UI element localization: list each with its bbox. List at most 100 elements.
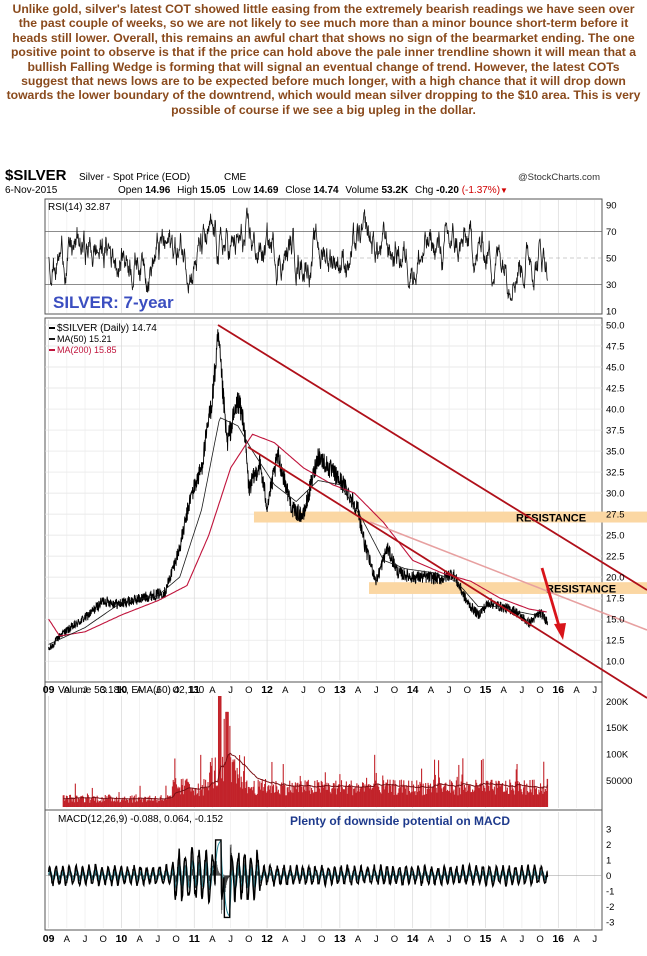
x-tick-label: J [447, 934, 452, 945]
x-tick-label: 11 [189, 684, 200, 696]
x-tick-label: O [245, 685, 252, 696]
x-tick-label: 10 [116, 933, 128, 945]
ma200-line [48, 433, 547, 637]
x-tick-label: A [428, 685, 435, 696]
x-tick-label: A [573, 934, 580, 945]
x-tick-label: J [520, 685, 525, 696]
x-tick-label: A [64, 934, 71, 945]
rsi-legend: RSI(14) 32.87 [48, 202, 111, 213]
x-tick-label: A [209, 934, 216, 945]
price-tick-label: 22.5 [606, 552, 625, 563]
x-tick-label: O [391, 934, 398, 945]
x-tick-label: A [355, 934, 362, 945]
price-tick-label: 45.0 [606, 363, 625, 374]
x-tick-label: A [573, 685, 580, 696]
instrument-name: Silver - Spot Price (EOD) [79, 172, 190, 183]
price-tick-label: 37.5 [606, 426, 625, 437]
rsi-line [48, 207, 548, 301]
x-tick-label: J [228, 685, 233, 696]
x-tick-label: J [447, 685, 452, 696]
x-tick-label: 11 [189, 933, 200, 945]
x-tick-label: O [391, 685, 398, 696]
price-tick-label: 20.0 [606, 573, 625, 584]
x-tick-label: 16 [552, 933, 564, 945]
x-tick-label: O [318, 934, 325, 945]
price-tick-label: 12.5 [606, 636, 625, 647]
x-tick-label: J [592, 685, 597, 696]
volume-tick-label: 50000 [606, 776, 632, 787]
rsi-tick-label: 50 [606, 254, 617, 265]
x-tick-label: 09 [43, 933, 55, 945]
x-tick-label: O [318, 685, 325, 696]
down-arrow-head [554, 623, 566, 640]
x-tick-label: O [172, 934, 179, 945]
resistance-label: RESISTANCE [546, 584, 616, 596]
price-tick-label: 47.5 [606, 342, 625, 353]
macd-tick-label: 2 [606, 840, 611, 851]
volume-ema-line [63, 752, 548, 800]
x-tick-label: J [155, 934, 160, 945]
x-tick-label: O [464, 685, 471, 696]
price-tick-label: 27.5 [606, 510, 625, 521]
price-tick-label: 50.0 [606, 321, 625, 332]
x-tick-label: A [209, 685, 216, 696]
x-tick-label: J [592, 934, 597, 945]
x-tick-label: 13 [334, 933, 346, 945]
x-tick-label: O [100, 934, 107, 945]
channel-upper-line [217, 324, 647, 591]
x-tick-label: A [355, 685, 362, 696]
x-tick-label: 12 [261, 684, 273, 696]
x-tick-label: A [501, 934, 508, 945]
price-legend-entry: $SILVER (Daily) 14.74 [57, 323, 157, 334]
rsi-panel [44, 198, 603, 315]
macd-panel [44, 809, 603, 931]
commentary-text: Unlike gold, silver's latest COT showed … [6, 2, 641, 117]
x-tick-label: A [136, 934, 143, 945]
chart-date: 6-Nov-2015 [5, 185, 58, 196]
price-tick-label: 40.0 [606, 405, 625, 416]
x-tick-label: A [64, 685, 71, 696]
macd-line [47, 839, 549, 919]
x-tick-label: A [282, 685, 289, 696]
x-tick-label: A [428, 934, 435, 945]
copyright: @StockCharts.com [518, 172, 600, 183]
exchange: CME [224, 172, 247, 183]
x-tick-label: J [155, 685, 160, 696]
price-panel [44, 317, 603, 683]
volume-tick-label: 200K [606, 697, 629, 708]
x-tick-label: J [301, 934, 306, 945]
macd-tick-label: 3 [606, 825, 611, 836]
x-tick-label: 10 [116, 684, 128, 696]
x-tick-label: A [282, 934, 289, 945]
rsi-tick-label: 90 [606, 201, 617, 212]
x-tick-label: A [501, 685, 508, 696]
macd-tick-label: -2 [606, 902, 614, 913]
price-tick-label: 10.0 [606, 657, 625, 668]
x-tick-label: 14 [407, 684, 419, 696]
macd-tick-label: -3 [606, 918, 614, 929]
channel-lower-line [247, 446, 647, 699]
x-tick-label: 12 [261, 933, 273, 945]
x-tick-label: 16 [552, 684, 564, 696]
x-tick-label: 15 [480, 933, 492, 945]
x-tick-label: J [228, 934, 233, 945]
ohlc-readout: Open 14.96 High 15.05 Low 14.69 Close 14… [118, 185, 508, 196]
macd-tick-label: 0 [606, 871, 611, 882]
ma50-line [48, 417, 547, 645]
price-tick-label: 15.0 [606, 615, 625, 626]
price-legend-entry: MA(50) 15.21 [57, 334, 112, 344]
price-tick-label: 42.5 [606, 384, 625, 395]
macd-note: Plenty of downside potential on MACD [290, 814, 510, 828]
x-tick-label: J [83, 685, 88, 696]
x-tick-label: O [464, 934, 471, 945]
x-tick-label: O [536, 685, 543, 696]
x-tick-label: J [83, 934, 88, 945]
x-tick-label: 15 [480, 684, 492, 696]
x-tick-label: O [536, 934, 543, 945]
symbol: $SILVER [5, 167, 67, 184]
price-tick-label: 35.0 [606, 447, 625, 458]
x-tick-label: O [100, 685, 107, 696]
x-tick-label: O [172, 685, 179, 696]
x-tick-label: J [301, 685, 306, 696]
